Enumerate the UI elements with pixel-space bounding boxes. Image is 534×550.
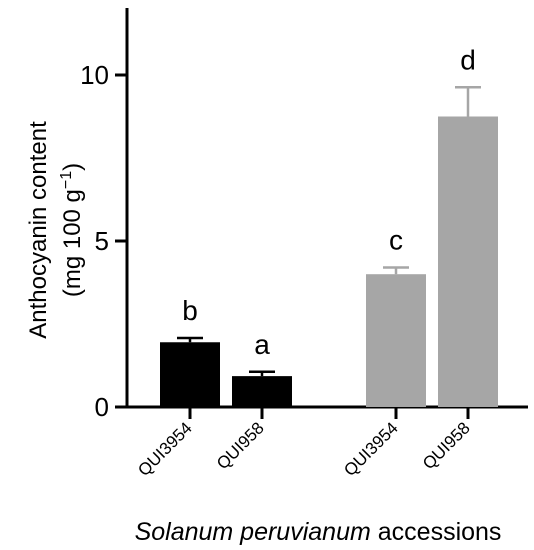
bar <box>160 342 220 407</box>
category-label: QUI958 <box>213 418 268 473</box>
bar <box>366 274 426 407</box>
category-label: QUI3954 <box>340 418 402 480</box>
significance-letter: b <box>182 295 198 326</box>
x-axis-label-species: Solanum peruvianum <box>135 518 371 546</box>
y-axis-label-unit: (mg 100 g <box>59 189 86 297</box>
x-axis-label-suffix: accessions <box>371 518 502 546</box>
y-axis-label-line1: Anthocyanin content <box>25 121 52 339</box>
significance-letter: a <box>254 329 270 360</box>
y-axis-label-line2: (mg 100 g−1) <box>58 163 86 297</box>
x-axis-label: Solanum peruvianum accessions <box>135 518 502 546</box>
category-label: QUI958 <box>419 418 474 473</box>
y-tick-label: 10 <box>80 60 109 90</box>
y-tick-label: 0 <box>95 392 109 422</box>
y-axis-label-exponent: −1 <box>58 171 75 189</box>
category-label: QUI3954 <box>134 418 196 480</box>
bar <box>232 376 292 407</box>
y-tick-label: 5 <box>95 226 109 256</box>
significance-letter: d <box>460 44 476 75</box>
significance-letter: c <box>389 225 403 256</box>
y-axis-label-close: ) <box>59 163 86 171</box>
labels: 0 5 10 b QUI3954 a QUI958 c QUI3954 d QUI958 <box>80 44 476 480</box>
bars <box>160 86 498 407</box>
bar <box>438 116 498 407</box>
